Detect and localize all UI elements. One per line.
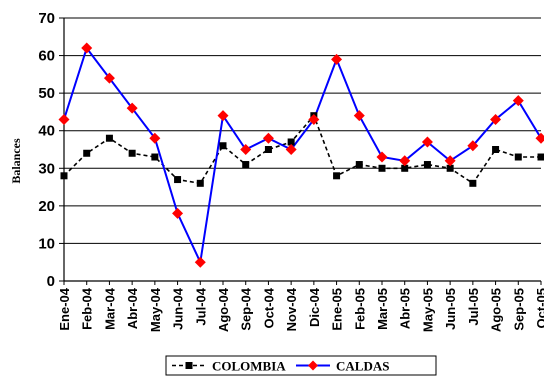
data-point-caldas — [58, 113, 70, 125]
data-point-caldas — [490, 113, 502, 125]
x-tick-label: Mar-04 — [102, 287, 117, 330]
data-point-colombia — [105, 134, 113, 142]
data-point-caldas — [126, 102, 138, 114]
x-tick-label: Oct-05 — [534, 288, 544, 328]
y-axis-title: Balances — [9, 138, 23, 184]
data-point-colombia — [446, 164, 454, 172]
data-point-colombia — [196, 179, 204, 187]
legend-marker-caldas — [308, 360, 318, 371]
legend-label-colombia: COLOMBIA — [212, 359, 286, 374]
x-tick-label: Dic-04 — [307, 287, 322, 327]
x-tick-label: Mar-05 — [375, 288, 390, 330]
data-point-colombia — [355, 161, 363, 169]
x-tick-label: Ene-05 — [330, 288, 345, 331]
data-point-colombia — [83, 149, 91, 157]
data-point-caldas — [103, 72, 115, 84]
data-point-caldas — [285, 144, 297, 155]
data-point-caldas — [194, 256, 206, 268]
series-markers — [58, 42, 544, 268]
data-point-colombia — [151, 153, 159, 161]
data-point-colombia — [514, 153, 522, 161]
x-tick-label: Feb-05 — [352, 288, 367, 330]
y-tick-label: 0 — [47, 273, 55, 290]
data-point-colombia — [128, 149, 136, 157]
axes — [63, 18, 541, 282]
data-point-caldas — [353, 110, 365, 122]
data-point-caldas — [240, 144, 252, 155]
y-tick-label: 30 — [38, 160, 55, 177]
x-tick-label: Sep-05 — [511, 288, 526, 331]
x-tick-label: Nov-04 — [284, 287, 299, 331]
x-tick-label: Sep-04 — [239, 287, 254, 330]
data-point-caldas — [308, 113, 320, 125]
data-point-caldas — [217, 110, 229, 122]
x-tick-label: Abr-05 — [398, 288, 413, 329]
x-axis-ticks: Ene-04 Feb-04 Mar-04 Abr-04 May-04 Jun-04 Jul-… — [57, 281, 544, 332]
y-tick-label: 70 — [38, 10, 55, 27]
x-tick-label: Jun-05 — [443, 288, 458, 330]
y-axis-ticks: 0 10 20 30 40 50 60 70 — [38, 10, 64, 290]
data-point-colombia — [219, 142, 227, 150]
data-point-colombia — [174, 176, 182, 184]
y-tick-label: 20 — [38, 198, 55, 215]
y-tick-label: 60 — [38, 48, 55, 65]
data-point-caldas — [149, 132, 161, 144]
data-point-caldas — [376, 151, 388, 163]
x-tick-label: Abr-04 — [125, 287, 140, 329]
legend-marker-colombia — [185, 362, 193, 369]
data-point-colombia — [469, 179, 477, 187]
data-point-caldas — [421, 136, 433, 148]
x-tick-label: Oct-04 — [261, 287, 276, 328]
x-tick-label: Ago-04 — [216, 287, 231, 332]
y-tick-label: 50 — [38, 85, 55, 102]
data-point-colombia — [264, 146, 272, 153]
data-point-caldas — [81, 42, 93, 54]
data-point-colombia — [378, 164, 386, 172]
x-tick-label: Ago-05 — [489, 288, 504, 332]
data-point-caldas — [172, 207, 184, 219]
data-point-colombia — [242, 161, 250, 169]
series-line-colombia — [63, 114, 541, 185]
x-tick-label: Feb-04 — [80, 287, 95, 330]
y-tick-label: 10 — [38, 235, 55, 252]
data-point-caldas — [535, 132, 544, 144]
x-tick-label: Jun-04 — [171, 287, 186, 330]
data-point-caldas — [399, 155, 411, 167]
data-point-caldas — [262, 132, 274, 144]
data-point-colombia — [287, 138, 295, 146]
series-lines — [63, 45, 542, 266]
legend-label-caldas: CALDAS — [336, 359, 389, 374]
data-point-colombia — [423, 161, 431, 169]
data-point-colombia — [492, 146, 500, 153]
data-point-caldas — [512, 95, 524, 107]
data-point-colombia — [537, 153, 544, 161]
data-point-colombia — [60, 172, 68, 180]
x-tick-label: Jul-05 — [466, 288, 481, 326]
data-point-colombia — [333, 172, 341, 180]
legend: COLOMBIA CALDAS — [165, 355, 437, 376]
series-line-caldas — [63, 45, 542, 266]
y-tick-label: 40 — [38, 123, 55, 140]
x-tick-label: May-05 — [420, 288, 435, 332]
x-tick-label: Jul-04 — [193, 287, 208, 325]
data-point-caldas — [444, 155, 456, 167]
x-tick-label: Ene-04 — [57, 287, 72, 330]
gridlines — [64, 17, 541, 244]
data-point-caldas — [467, 140, 479, 152]
data-point-caldas — [331, 53, 343, 65]
data-point-colombia — [401, 164, 409, 172]
x-tick-label: May-04 — [148, 287, 163, 332]
